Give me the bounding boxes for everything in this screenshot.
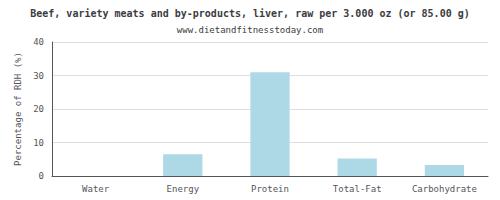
svg-text:40: 40	[33, 37, 44, 47]
svg-text:www.dietandfitnesstoday.com: www.dietandfitnesstoday.com	[177, 25, 323, 35]
svg-text:Water: Water	[82, 184, 110, 194]
svg-text:30: 30	[33, 71, 44, 81]
svg-text:Total-Fat: Total-Fat	[333, 184, 382, 194]
svg-text:Beef, variety meats and by-pro: Beef, variety meats and by-products, liv…	[30, 8, 470, 19]
svg-text:Protein: Protein	[251, 184, 289, 194]
svg-text:0: 0	[39, 171, 44, 181]
svg-text:Carbohydrate: Carbohydrate	[412, 184, 477, 194]
svg-text:20: 20	[33, 104, 44, 114]
svg-text:10: 10	[33, 138, 44, 148]
svg-text:Energy: Energy	[167, 184, 200, 194]
svg-text:Percentage of RDH (%): Percentage of RDH (%)	[13, 52, 23, 166]
